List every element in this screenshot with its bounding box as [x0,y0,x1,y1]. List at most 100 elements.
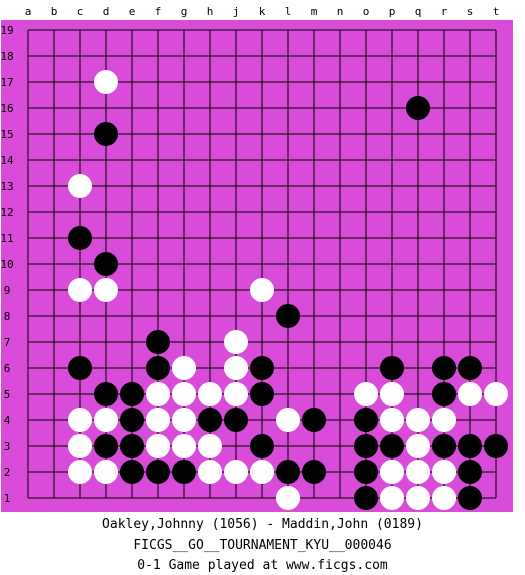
black-stone [146,330,170,354]
players-caption: Oakley,Johnny (1056) - Maddin,John (0189… [102,517,423,532]
row-label: 17 [0,76,13,89]
black-stone [68,226,92,250]
black-stone [406,96,430,120]
white-stone [484,382,508,406]
black-stone [458,356,482,380]
black-stone [276,460,300,484]
row-label: 13 [0,180,13,193]
row-label: 5 [4,388,11,401]
column-label: h [207,5,214,18]
row-label: 4 [4,414,11,427]
column-label: q [415,5,422,18]
row-label: 1 [4,492,11,505]
white-stone [354,382,378,406]
column-label: a [25,5,32,18]
black-stone [68,356,92,380]
column-label: r [441,5,448,18]
black-stone [250,356,274,380]
row-label: 15 [0,128,13,141]
row-label: 11 [0,232,13,245]
black-stone [120,434,144,458]
white-stone [380,408,404,432]
white-stone [250,278,274,302]
white-stone [68,460,92,484]
black-stone [250,382,274,406]
black-stone [432,434,456,458]
black-stone [94,382,118,406]
white-stone [198,434,222,458]
black-stone [120,460,144,484]
white-stone [276,408,300,432]
row-label: 18 [0,50,13,63]
black-stone [484,434,508,458]
white-stone [94,460,118,484]
stones [68,70,508,510]
white-stone [432,486,456,510]
white-stone [68,434,92,458]
column-label: c [77,5,84,18]
white-stone [172,434,196,458]
black-stone [120,408,144,432]
white-stone [198,460,222,484]
black-stone [146,356,170,380]
black-stone [380,356,404,380]
black-stone [380,434,404,458]
column-label: s [467,5,474,18]
white-stone [172,382,196,406]
column-label: e [129,5,136,18]
black-stone [172,460,196,484]
black-stone [354,434,378,458]
black-stone [458,486,482,510]
row-label: 2 [4,466,11,479]
column-label: j [233,5,240,18]
white-stone [432,460,456,484]
column-label: p [389,5,396,18]
result-caption: 0-1 Game played at www.ficgs.com [137,558,388,573]
white-stone [458,382,482,406]
black-stone [224,408,248,432]
column-label: k [259,5,266,18]
white-stone [380,382,404,406]
black-stone [432,382,456,406]
black-stone [250,434,274,458]
column-label: b [51,5,58,18]
black-stone [146,460,170,484]
row-label: 3 [4,440,11,453]
white-stone [146,408,170,432]
white-stone [432,408,456,432]
event-caption: FICGS__GO__TOURNAMENT_KYU__000046 [133,538,392,553]
black-stone [458,460,482,484]
column-label: n [337,5,344,18]
row-label: 14 [0,154,14,167]
white-stone [406,408,430,432]
black-stone [354,486,378,510]
white-stone [380,486,404,510]
white-stone [172,408,196,432]
white-stone [68,174,92,198]
black-stone [94,434,118,458]
column-label: f [155,5,162,18]
white-stone [198,382,222,406]
row-label: 10 [0,258,13,271]
white-stone [172,356,196,380]
white-stone [406,486,430,510]
row-label: 7 [4,336,11,349]
row-label: 19 [0,24,13,37]
black-stone [302,408,326,432]
black-stone [354,408,378,432]
black-stone [94,252,118,276]
black-stone [354,460,378,484]
row-label: 16 [0,102,13,115]
white-stone [224,382,248,406]
column-label: g [181,5,188,18]
row-labels: 19 18 17 16 15 14 13 12 11 10 9 8 7 6 5 4 3 2 1 [0,24,14,505]
white-stone [146,434,170,458]
white-stone [94,70,118,94]
black-stone [276,304,300,328]
column-label: l [285,5,292,18]
white-stone [68,278,92,302]
white-stone [94,278,118,302]
black-stone [120,382,144,406]
black-stone [432,356,456,380]
